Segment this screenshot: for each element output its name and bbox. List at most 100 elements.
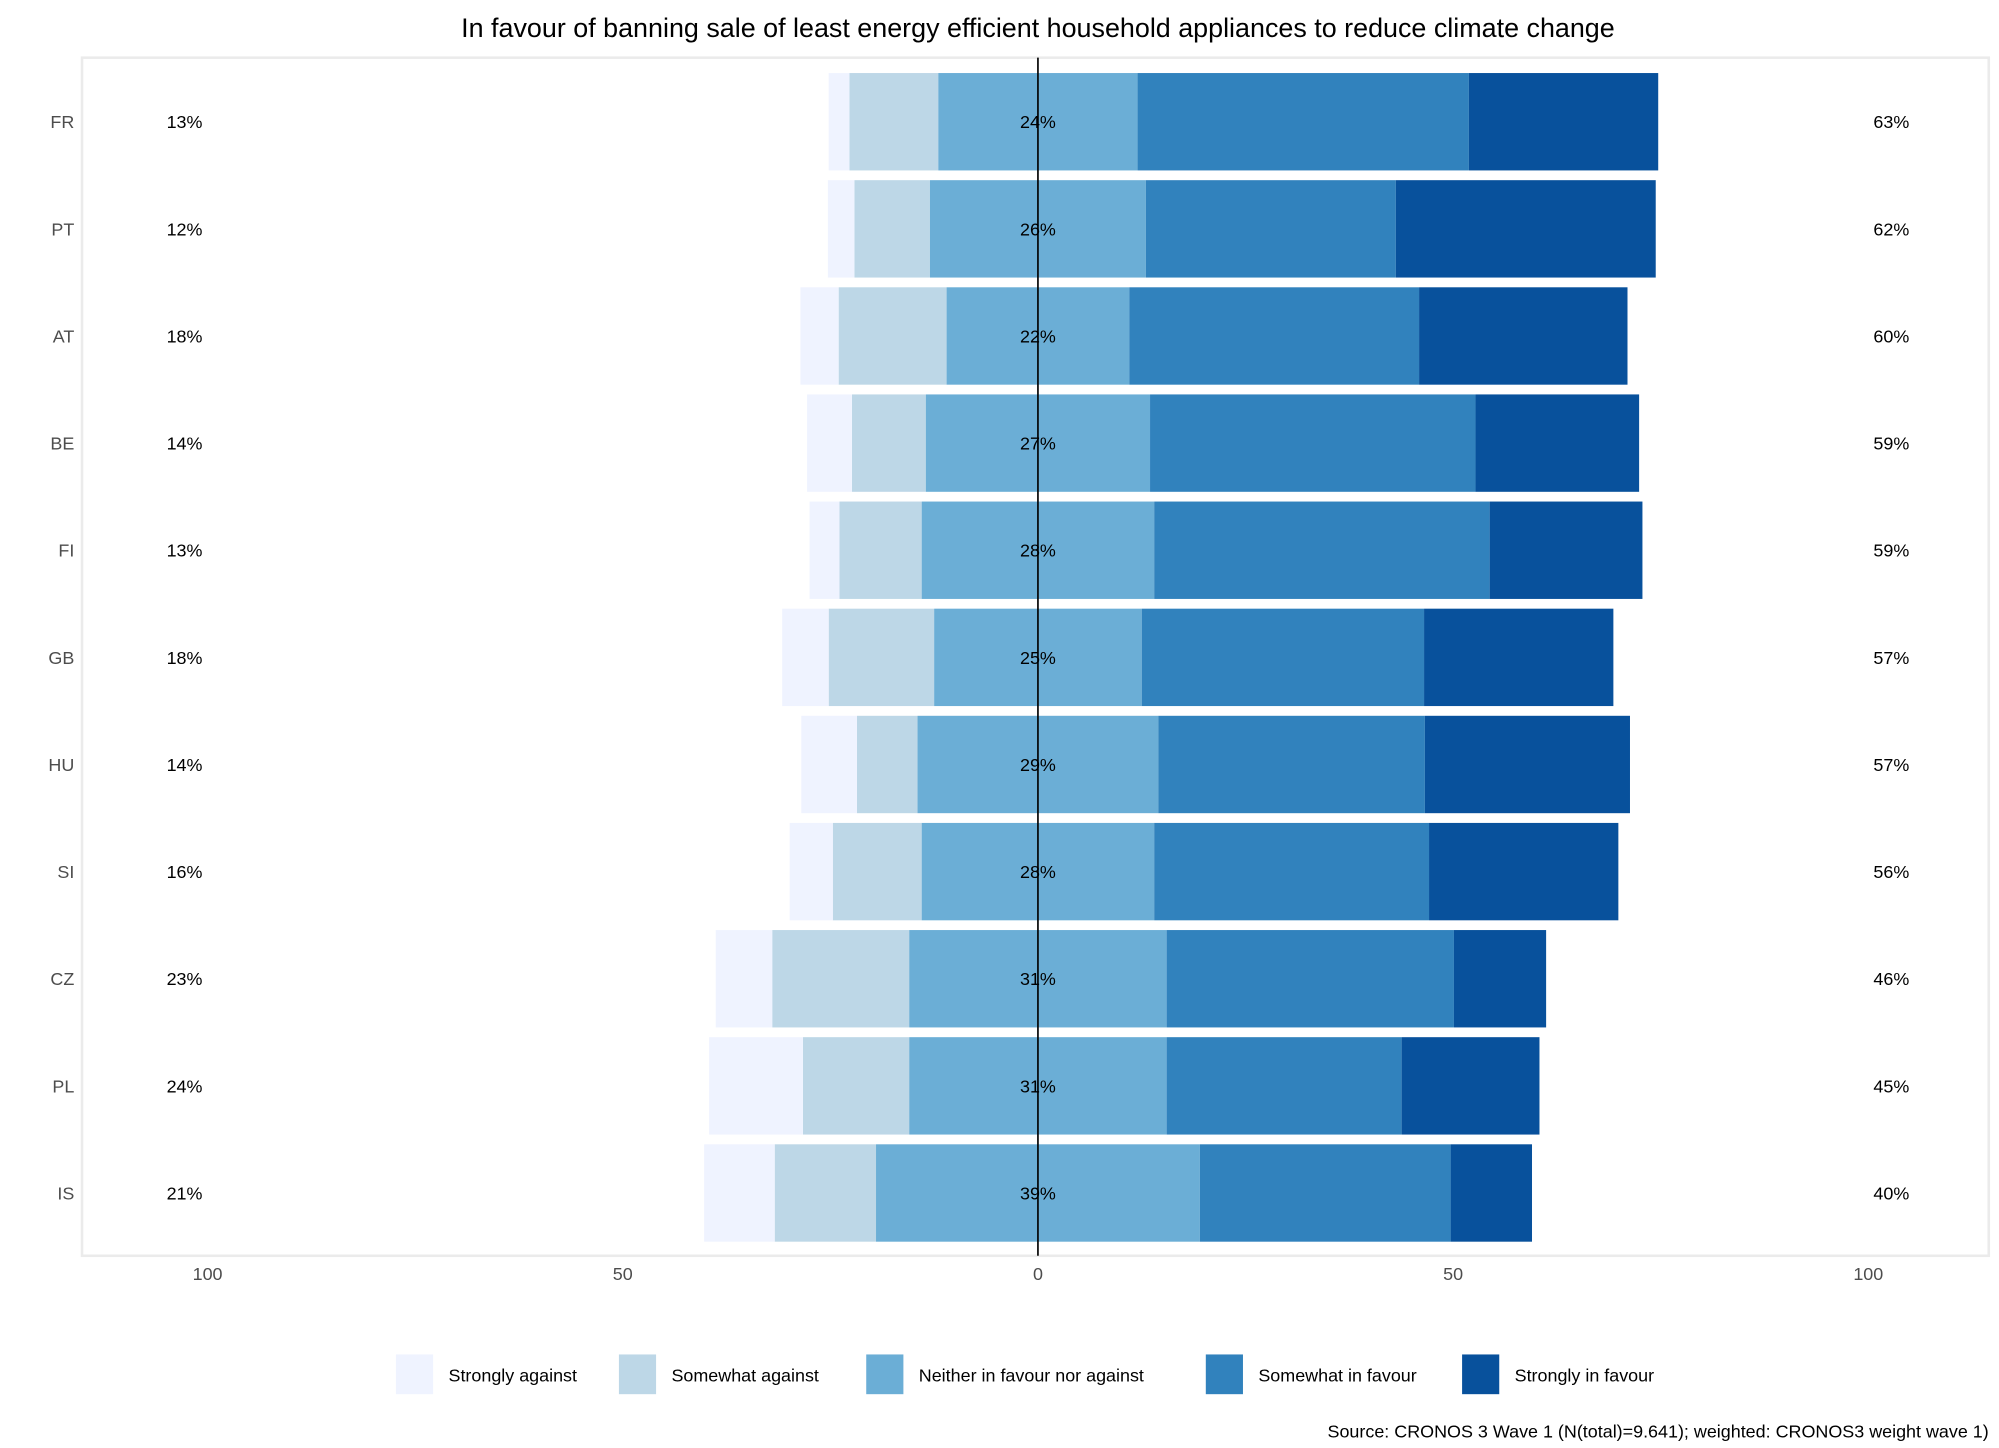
category-label: FI [58,541,74,561]
category-label: IS [57,1183,74,1203]
bar-segment-FI-3 [1154,501,1490,599]
category-label: HU [48,755,74,775]
favour-label: 62% [1873,219,1909,239]
against-label: 16% [167,862,203,882]
bar-segment-CZ-1 [772,930,910,1028]
bar-segment-AT-1 [838,287,947,385]
against-label: 18% [167,648,203,668]
bar-segment-GB-3 [1141,608,1425,707]
bar-segment-IS-3 [1199,1144,1451,1242]
x-tick-label: 0 [1033,1264,1043,1284]
category-label: PT [51,219,74,239]
bar-segment-CZ-4 [1453,930,1547,1028]
bar-segment-IS-1 [774,1144,877,1242]
bar-segment-SI-0 [789,822,833,921]
legend-swatch [395,1354,434,1395]
favour-label: 59% [1873,434,1909,454]
bar-segment-PT-3 [1145,180,1396,278]
bar-segment-CZ-3 [1166,930,1454,1028]
category-label: SI [57,862,74,882]
source-note: Source: CRONOS 3 Wave 1 (N(total)=9.641)… [1328,1422,1989,1442]
neutral-label: 39% [1020,1183,1056,1203]
bar-segment-HU-4 [1424,715,1630,814]
bar-segment-HU-1 [856,715,918,814]
neutral-label: 26% [1020,219,1056,239]
bar-segment-FR-0 [828,73,850,171]
x-tick-label: 50 [1443,1264,1463,1284]
neutral-label: 29% [1020,755,1056,775]
bar-segment-HU-3 [1158,715,1425,814]
category-label: GB [48,648,74,668]
category-label: PL [52,1076,74,1096]
legend-label: Strongly in favour [1515,1365,1654,1385]
bar-segment-PL-4 [1401,1037,1540,1135]
chart-title: In favour of banning sale of least energ… [461,13,1615,43]
neutral-label: 22% [1020,326,1056,346]
against-label: 23% [167,969,203,989]
bar-segment-FI-0 [809,501,840,599]
against-label: 14% [167,755,203,775]
bar-segment-AT-0 [800,287,839,385]
bar-segment-AT-3 [1129,287,1420,385]
favour-label: 57% [1873,755,1909,775]
category-label: FR [50,112,74,132]
bar-segment-BE-4 [1475,394,1640,492]
neutral-label: 27% [1020,434,1056,454]
legend-label: Somewhat in favour [1258,1365,1416,1385]
legend-swatch [618,1354,657,1395]
bar-segment-HU-0 [801,715,857,814]
bar-segment-PL-3 [1166,1037,1402,1135]
bar-segment-PL-0 [709,1037,803,1135]
plot-panel [80,56,1991,1258]
against-label: 24% [167,1076,203,1096]
bar-segment-IS-4 [1450,1144,1533,1242]
against-label: 12% [167,219,203,239]
bar-segment-PT-4 [1395,180,1656,278]
bar-segment-BE-0 [807,394,852,492]
bar-segment-FR-1 [849,73,939,171]
against-label: 21% [167,1183,203,1203]
bar-segment-SI-3 [1154,822,1430,921]
favour-label: 59% [1873,541,1909,561]
bar-segment-FR-4 [1468,73,1659,171]
category-label: CZ [50,969,74,989]
category-label: AT [53,326,75,346]
bar-segment-PT-0 [827,180,855,278]
favour-label: 46% [1873,969,1909,989]
x-tick-label: 50 [613,1264,633,1284]
neutral-label: 25% [1020,648,1056,668]
legend-label: Strongly against [448,1365,577,1385]
legend-swatch [866,1354,904,1395]
bar-segment-FI-4 [1489,501,1643,599]
bar-segment-GB-1 [828,608,935,707]
against-label: 18% [167,326,203,346]
x-tick-label: 100 [1853,1264,1883,1284]
legend-swatch [1462,1354,1500,1395]
favour-label: 56% [1873,862,1909,882]
bar-segment-GB-4 [1424,608,1614,707]
favour-label: 60% [1873,326,1909,346]
favour-label: 63% [1873,112,1909,132]
bar-segment-AT-4 [1419,287,1628,385]
legend-label: Somewhat against [671,1365,818,1385]
bar-segment-SI-1 [832,822,922,921]
bar-segment-CZ-0 [715,930,773,1028]
bar-segment-SI-4 [1429,822,1619,921]
bar-segment-GB-0 [782,608,829,707]
x-tick-label: 100 [193,1264,223,1284]
bar-segment-IS-0 [704,1144,775,1242]
against-label: 13% [167,112,203,132]
neutral-label: 31% [1020,1076,1056,1096]
favour-label: 40% [1873,1183,1909,1203]
bar-segment-BE-1 [851,394,926,492]
category-label: BE [50,434,74,454]
neutral-label: 31% [1020,969,1056,989]
favour-label: 57% [1873,648,1909,668]
bar-segment-FR-3 [1137,73,1469,171]
legend-swatch [1205,1354,1243,1395]
neutral-label: 28% [1020,541,1056,561]
legend-label: Neither in favour nor against [919,1365,1144,1385]
bar-segment-PT-1 [854,180,930,278]
neutral-label: 28% [1020,862,1056,882]
